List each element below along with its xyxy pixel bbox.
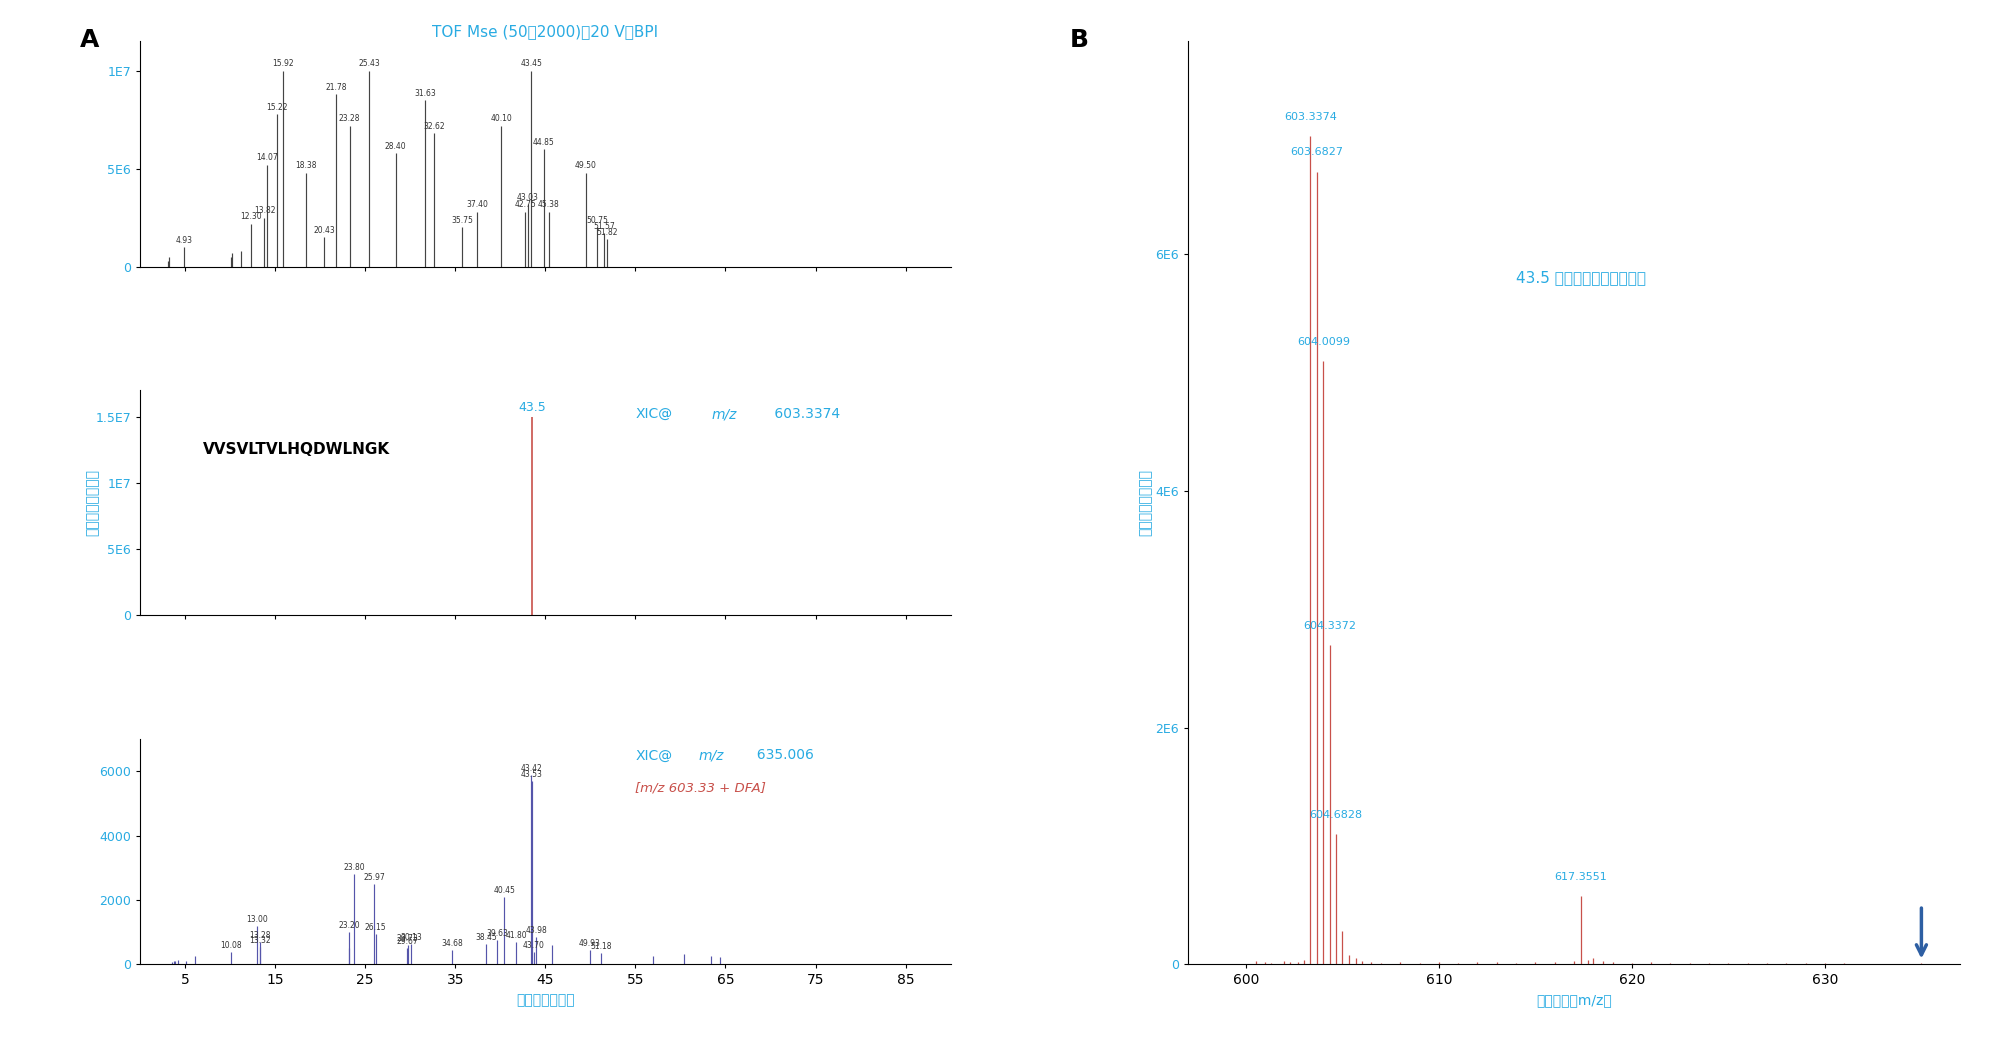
Text: 31.63: 31.63 bbox=[414, 89, 436, 97]
Text: 13.32: 13.32 bbox=[250, 935, 270, 945]
Text: 25.43: 25.43 bbox=[358, 59, 380, 68]
Y-axis label: 強度（カウント）: 強度（カウント） bbox=[86, 470, 100, 536]
Text: 12.30: 12.30 bbox=[240, 213, 262, 221]
Text: 39.63: 39.63 bbox=[486, 929, 508, 938]
Text: 49.50: 49.50 bbox=[574, 162, 596, 170]
Text: 20.43: 20.43 bbox=[314, 226, 334, 234]
Text: 29.73: 29.73 bbox=[396, 934, 418, 944]
Text: XIC@: XIC@ bbox=[636, 749, 672, 762]
Text: 604.3372: 604.3372 bbox=[1304, 621, 1356, 630]
Text: 51.82: 51.82 bbox=[596, 228, 618, 236]
Text: 604.6828: 604.6828 bbox=[1310, 810, 1362, 820]
Text: 603.3374: 603.3374 bbox=[770, 408, 840, 421]
X-axis label: 保持時間（分）: 保持時間（分） bbox=[516, 993, 574, 1007]
Text: 21.78: 21.78 bbox=[326, 83, 346, 92]
Text: 23.28: 23.28 bbox=[338, 114, 360, 123]
Text: m/z: m/z bbox=[712, 408, 738, 421]
Text: 14.07: 14.07 bbox=[256, 153, 278, 163]
Text: 25.97: 25.97 bbox=[364, 873, 384, 882]
Text: XIC@: XIC@ bbox=[636, 408, 672, 421]
Text: 41.80: 41.80 bbox=[506, 931, 528, 940]
Y-axis label: 強度（カウント）: 強度（カウント） bbox=[1138, 470, 1152, 536]
Text: 50.75: 50.75 bbox=[586, 216, 608, 225]
Title: TOF Mse (50～2000)、20 V、BPI: TOF Mse (50～2000)、20 V、BPI bbox=[432, 24, 658, 39]
Text: A: A bbox=[80, 28, 100, 52]
Text: 15.92: 15.92 bbox=[272, 59, 294, 68]
X-axis label: 実測質量（m/z）: 実測質量（m/z） bbox=[1536, 993, 1612, 1007]
Text: 45.38: 45.38 bbox=[538, 200, 560, 209]
Text: 13.28: 13.28 bbox=[248, 931, 270, 940]
Text: 28.40: 28.40 bbox=[384, 142, 406, 150]
Text: 603.3374: 603.3374 bbox=[1284, 112, 1336, 122]
Text: 43.98: 43.98 bbox=[526, 926, 546, 935]
Text: 43.03: 43.03 bbox=[516, 193, 538, 201]
Text: 635.006: 635.006 bbox=[748, 749, 814, 762]
Text: 13.00: 13.00 bbox=[246, 915, 268, 924]
Text: [m/z 603.33 + DFA]: [m/z 603.33 + DFA] bbox=[636, 781, 766, 794]
Text: 15.22: 15.22 bbox=[266, 103, 288, 112]
Text: 18.38: 18.38 bbox=[294, 162, 316, 170]
Text: 43.42: 43.42 bbox=[520, 763, 542, 773]
Text: 604.0099: 604.0099 bbox=[1296, 337, 1350, 346]
Text: 37.40: 37.40 bbox=[466, 200, 488, 209]
Text: 30.13: 30.13 bbox=[400, 932, 422, 942]
Text: 40.10: 40.10 bbox=[490, 114, 512, 123]
Text: 43.5 分での質量スペクトル: 43.5 分での質量スペクトル bbox=[1516, 271, 1646, 285]
Text: 4.93: 4.93 bbox=[176, 235, 192, 245]
Text: 603.6827: 603.6827 bbox=[1290, 147, 1344, 158]
Text: 51.57: 51.57 bbox=[594, 222, 616, 231]
Text: 43.45: 43.45 bbox=[520, 59, 542, 68]
Text: 38.45: 38.45 bbox=[476, 932, 498, 942]
Text: 26.15: 26.15 bbox=[364, 923, 386, 932]
Text: 42.75: 42.75 bbox=[514, 200, 536, 209]
Text: 43.5: 43.5 bbox=[518, 400, 546, 414]
Text: 10.08: 10.08 bbox=[220, 941, 242, 950]
Text: VVSVLTVLHQDWLNGK: VVSVLTVLHQDWLNGK bbox=[204, 443, 390, 457]
Text: 44.85: 44.85 bbox=[534, 138, 554, 147]
Text: 23.20: 23.20 bbox=[338, 921, 360, 930]
Text: 23.80: 23.80 bbox=[344, 864, 366, 872]
Text: 49.93: 49.93 bbox=[578, 940, 600, 948]
Text: 617.3551: 617.3551 bbox=[1554, 871, 1608, 881]
Text: 51.18: 51.18 bbox=[590, 943, 612, 951]
Text: 35.75: 35.75 bbox=[452, 216, 472, 225]
Text: m/z: m/z bbox=[698, 749, 724, 762]
Text: B: B bbox=[1070, 28, 1088, 52]
Text: 43.70: 43.70 bbox=[522, 941, 544, 950]
Text: 43.53: 43.53 bbox=[522, 770, 542, 779]
Text: 29.67: 29.67 bbox=[396, 937, 418, 947]
Text: 40.45: 40.45 bbox=[494, 886, 516, 895]
Text: 34.68: 34.68 bbox=[442, 940, 464, 948]
Text: 13.82: 13.82 bbox=[254, 206, 276, 216]
Text: 32.62: 32.62 bbox=[422, 122, 444, 131]
